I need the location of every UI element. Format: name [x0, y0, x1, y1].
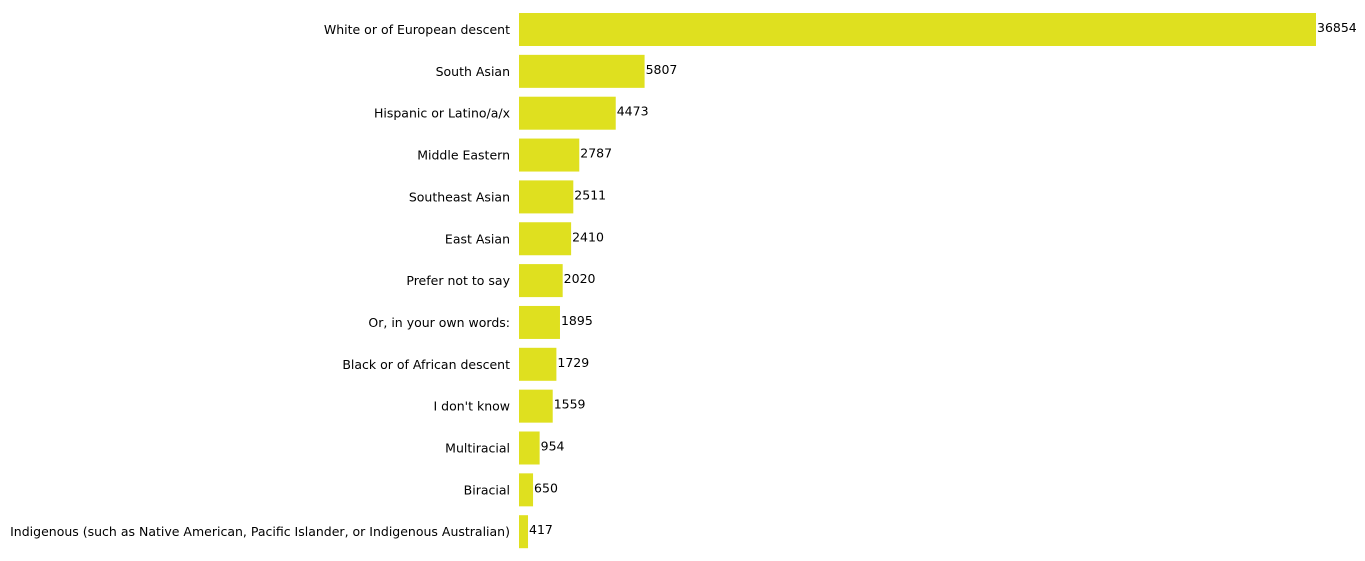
value-label: 954 [541, 439, 565, 454]
category-label: Indigenous (such as Native American, Pac… [10, 524, 510, 539]
category-labels: White or of European descent South Asian H… [10, 22, 510, 539]
bar [519, 264, 563, 298]
category-label: Biracial [464, 482, 510, 497]
category-label: Multiracial [445, 441, 510, 456]
category-label: Southeast Asian [409, 189, 510, 204]
bar [519, 222, 572, 256]
value-label: 36854 [1317, 20, 1357, 35]
category-label: Hispanic or Latino/a/x [374, 106, 510, 121]
bar [519, 347, 557, 381]
value-label: 650 [534, 480, 558, 495]
bar [519, 389, 553, 423]
bar [519, 515, 529, 549]
category-label: White or of European descent [324, 22, 510, 37]
bar [519, 180, 574, 214]
value-label: 417 [529, 522, 553, 537]
category-label: Or, in your own words: [368, 315, 510, 330]
category-label: East Asian [445, 231, 510, 246]
value-label: 1729 [557, 355, 589, 370]
bar [519, 431, 540, 465]
category-label: Middle Eastern [417, 148, 510, 163]
bar [519, 13, 1316, 46]
bar [519, 138, 580, 172]
value-label: 5807 [646, 62, 678, 77]
value-label: 2410 [572, 229, 604, 244]
bar [519, 473, 534, 507]
bar [519, 96, 616, 130]
bar [519, 54, 645, 88]
value-label: 2787 [580, 146, 612, 161]
category-label: I don't know [433, 399, 510, 414]
category-label: South Asian [436, 64, 510, 79]
value-labels: 36854 5807 4473 2787 2511 2410 2020 1895 1729 155… [529, 20, 1357, 537]
value-label: 1895 [561, 313, 593, 328]
category-label: Prefer not to say [406, 273, 510, 288]
category-label: Black or of African descent [342, 357, 510, 372]
value-label: 4473 [617, 104, 649, 119]
bar [519, 305, 560, 339]
value-label: 1559 [554, 397, 586, 412]
value-label: 2020 [564, 271, 596, 286]
bars-group [519, 13, 1316, 549]
value-label: 2511 [574, 187, 606, 202]
